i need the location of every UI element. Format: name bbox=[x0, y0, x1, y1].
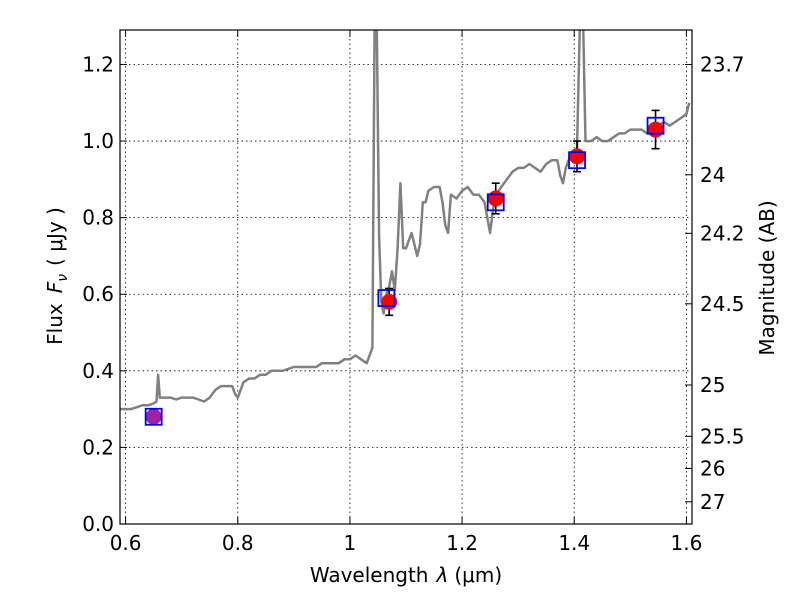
y2-ticks: 23.7 24 24.2 24.5 25 25.5 26 27 bbox=[685, 52, 745, 514]
observed-point bbox=[569, 148, 586, 165]
x-axis-label-text: Wavelength bbox=[310, 563, 429, 587]
y-axis-label-text: Flux bbox=[43, 303, 67, 345]
y2-tick-label: 24.5 bbox=[700, 292, 745, 316]
y2-tick-label: 24 bbox=[700, 163, 725, 187]
y2-tick-label: 25 bbox=[700, 373, 725, 397]
y-axis-label-subscript: ν bbox=[55, 274, 71, 282]
y-tick-label: 0.0 bbox=[82, 512, 114, 536]
model-point bbox=[144, 407, 163, 426]
x-tick-label: 0.6 bbox=[110, 531, 142, 555]
plot-border bbox=[119, 29, 693, 525]
x-tick-label: 1.4 bbox=[558, 531, 590, 555]
observed-point bbox=[487, 190, 504, 207]
y-axis-label-unit: ( μJy ) bbox=[43, 207, 67, 266]
y-tick-label: 0.8 bbox=[82, 206, 114, 230]
plot-frame bbox=[119, 29, 693, 525]
observed-point bbox=[647, 121, 664, 138]
spectrum-line bbox=[120, 30, 691, 411]
observed-point bbox=[145, 408, 162, 425]
model-point bbox=[568, 151, 586, 170]
y-axis-label: Flux Fν ( μJy ) bbox=[43, 207, 71, 345]
x-axis-label: Wavelength λ (μm) bbox=[310, 563, 502, 587]
y-tick-label: 0.6 bbox=[82, 282, 114, 306]
x-tick-label: 1.6 bbox=[670, 531, 702, 555]
y-tick-label: 0.2 bbox=[82, 435, 114, 459]
y2-tick-label: 27 bbox=[700, 490, 725, 514]
y-tick-label: 1.0 bbox=[82, 129, 114, 153]
spectrum-line-group bbox=[120, 30, 691, 411]
model-point bbox=[377, 289, 396, 307]
x-axis-label-unit: (μm) bbox=[454, 563, 502, 587]
model-points-group bbox=[144, 116, 665, 426]
x-axis-label-symbol: λ bbox=[436, 563, 449, 587]
y-tick-label: 0.4 bbox=[82, 359, 114, 383]
x-ticks: 0.6 0.8 1 1.2 1.4 1.6 bbox=[110, 30, 702, 555]
y-ticks: 0.0 0.2 0.4 0.6 0.8 1.0 1.2 bbox=[82, 52, 127, 536]
y2-tick-label: 24.2 bbox=[700, 221, 745, 245]
y2-tick-label: 26 bbox=[700, 456, 725, 480]
y-tick-label: 1.2 bbox=[82, 52, 114, 76]
x-tick-label: 0.8 bbox=[222, 531, 254, 555]
model-point bbox=[486, 193, 505, 212]
y2-tick-label: 25.5 bbox=[700, 424, 745, 448]
y2-axis-label: Magnitude (AB) bbox=[755, 200, 779, 355]
model-point bbox=[646, 116, 665, 135]
x-tick-label: 1.2 bbox=[446, 531, 478, 555]
y-axis-label-symbol: F bbox=[43, 281, 67, 293]
y2-tick-label: 23.7 bbox=[700, 52, 745, 76]
x-tick-label: 1 bbox=[344, 531, 357, 555]
grid-lines bbox=[120, 30, 692, 525]
